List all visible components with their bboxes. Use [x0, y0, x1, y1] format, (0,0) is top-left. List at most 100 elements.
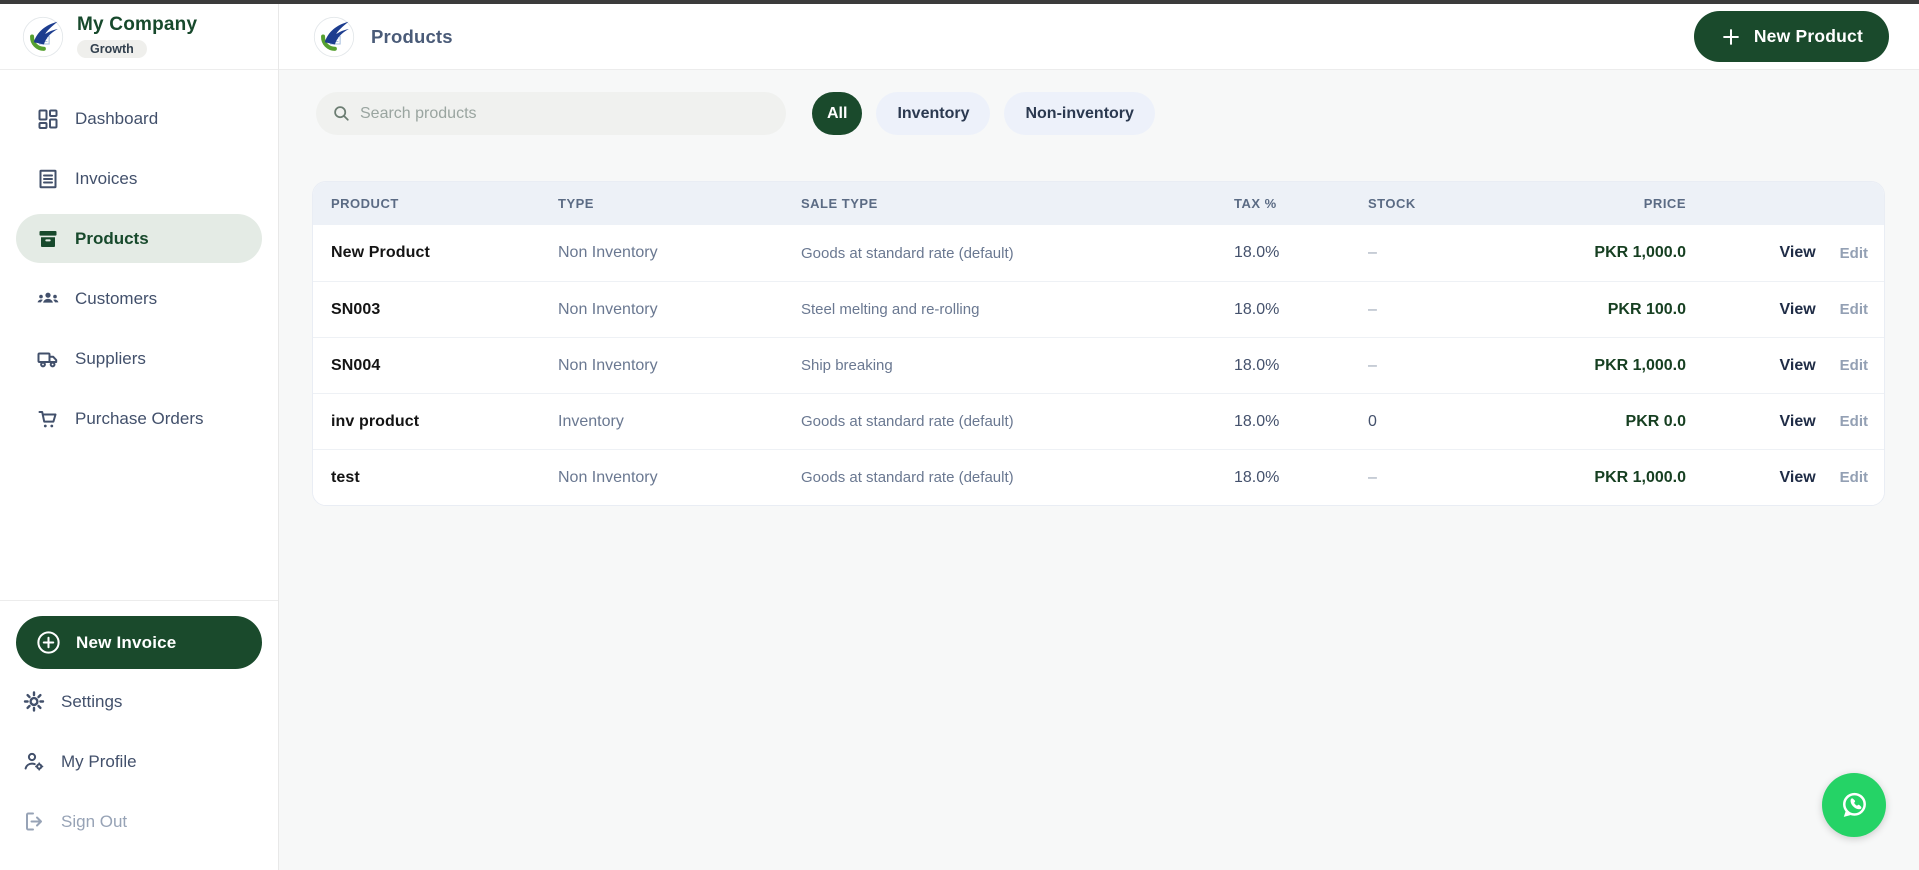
products-icon — [36, 227, 60, 251]
customers-icon — [36, 287, 60, 311]
cell-sale-type: Goods at standard rate (default) — [801, 244, 1014, 262]
whatsapp-button[interactable] — [1822, 773, 1886, 837]
new-product-button[interactable]: New Product — [1693, 11, 1889, 62]
products-table: PRODUCT TYPE SALE TYPE TAX % STOCK PRICE… — [312, 181, 1885, 506]
suppliers-icon — [36, 347, 60, 371]
cell-price: PKR 0.0 — [1625, 412, 1686, 430]
app-logo-icon — [313, 16, 355, 57]
cell-type: Inventory — [558, 412, 624, 430]
filter-all[interactable]: All — [812, 92, 863, 135]
view-link[interactable]: View — [1779, 468, 1816, 486]
cell-actions: View Edit — [1686, 469, 1868, 487]
invoices-icon — [36, 167, 60, 191]
sidebar-item-label: Customers — [75, 288, 158, 308]
cell-product: test — [331, 468, 360, 486]
new-product-label: New Product — [1753, 26, 1863, 46]
cell-price: PKR 1,000.0 — [1594, 468, 1686, 486]
plus-circle-icon — [37, 631, 60, 654]
view-link[interactable]: View — [1779, 244, 1816, 261]
column-header-tax: TAX % — [1234, 196, 1277, 211]
edit-link[interactable]: Edit — [1839, 357, 1868, 374]
sidebar-item-label: Dashboard — [75, 108, 159, 128]
cell-type: Non Inventory — [558, 244, 658, 261]
edit-link[interactable]: Edit — [1839, 413, 1868, 430]
page-title: Products — [371, 25, 453, 47]
cell-product: inv product — [331, 412, 420, 430]
cell-stock: – — [1368, 356, 1377, 374]
cell-sale-type: Steel melting and re-rolling — [801, 301, 980, 318]
table-row: SN004 Non Inventory Ship breaking 18.0% … — [313, 337, 1884, 393]
cell-type: Non Inventory — [558, 300, 658, 318]
cell-price: PKR 100.0 — [1607, 300, 1686, 318]
sidebar-item-products[interactable]: Products — [16, 214, 262, 263]
sidebar-item-dashboard[interactable]: Dashboard — [16, 94, 262, 143]
filter-pills: All Inventory Non-inventory — [812, 92, 1155, 135]
page-header: Products New Product — [279, 4, 1919, 70]
cell-price: PKR 1,000.0 — [1594, 356, 1686, 374]
cell-actions: View Edit — [1686, 413, 1868, 431]
sign-out-icon — [22, 810, 46, 834]
table-header-row: PRODUCT TYPE SALE TYPE TAX % STOCK PRICE — [313, 182, 1884, 225]
sidebar-item-label: My Profile — [61, 751, 137, 771]
new-invoice-button[interactable]: New Invoice — [16, 616, 262, 669]
company-header: My Company Growth — [0, 4, 278, 70]
edit-link[interactable]: Edit — [1839, 469, 1868, 486]
search-wrap — [316, 92, 786, 135]
cell-actions: View Edit — [1686, 301, 1868, 319]
cell-product: New Product — [331, 244, 430, 261]
cell-tax: 18.0% — [1234, 468, 1280, 486]
sidebar-item-purchase-orders[interactable]: Purchase Orders — [16, 394, 262, 443]
table-row: SN003 Non Inventory Steel melting and re… — [313, 281, 1884, 337]
edit-link[interactable]: Edit — [1839, 244, 1868, 262]
sidebar-nav: Dashboard Invoices Products Customers Su… — [0, 70, 278, 443]
toolbar: All Inventory Non-inventory — [316, 92, 1155, 135]
cell-sale-type: Goods at standard rate (default) — [801, 469, 1014, 486]
sidebar-item-my-profile[interactable]: My Profile — [16, 737, 262, 786]
edit-link[interactable]: Edit — [1839, 301, 1868, 318]
column-header-type: TYPE — [558, 196, 594, 211]
cell-stock: – — [1368, 468, 1377, 486]
company-name: My Company — [77, 14, 198, 36]
sidebar-item-label: Suppliers — [75, 348, 146, 368]
top-strip — [0, 0, 1919, 4]
search-input[interactable] — [316, 92, 786, 135]
sidebar-item-label: Sign Out — [61, 811, 128, 831]
profile-gear-icon — [22, 750, 46, 774]
cell-actions: View Edit — [1686, 357, 1868, 375]
cell-tax: 18.0% — [1234, 412, 1280, 430]
cell-stock: – — [1368, 300, 1377, 318]
cell-price: PKR 1,000.0 — [1594, 244, 1686, 261]
column-header-sale-type: SALE TYPE — [801, 196, 878, 211]
purchase-orders-icon — [36, 407, 60, 431]
filter-inventory[interactable]: Inventory — [876, 92, 991, 135]
cell-tax: 18.0% — [1234, 244, 1280, 261]
view-link[interactable]: View — [1779, 412, 1816, 430]
column-header-stock: STOCK — [1368, 196, 1416, 211]
sidebar-item-customers[interactable]: Customers — [16, 274, 262, 323]
view-link[interactable]: View — [1779, 300, 1816, 318]
cell-stock: 0 — [1368, 412, 1377, 430]
sidebar-item-label: Products — [75, 228, 149, 248]
column-header-price: PRICE — [1643, 196, 1686, 211]
view-link[interactable]: View — [1779, 356, 1816, 374]
sidebar-item-invoices[interactable]: Invoices — [16, 154, 262, 203]
sidebar-item-sign-out[interactable]: Sign Out — [16, 797, 262, 846]
cell-tax: 18.0% — [1234, 300, 1280, 318]
sidebar-item-label: Purchase Orders — [75, 408, 204, 428]
company-logo-icon — [22, 16, 64, 57]
cell-sale-type: Ship breaking — [801, 357, 893, 374]
sidebar-footer: New Invoice Settings My Profile Sign Out — [0, 600, 278, 857]
sidebar-item-settings[interactable]: Settings — [16, 677, 262, 726]
filter-non-inventory[interactable]: Non-inventory — [1004, 92, 1155, 135]
sidebar: My Company Growth Dashboard Invoices Pro… — [0, 4, 279, 870]
search-icon — [334, 106, 349, 121]
main-content: All Inventory Non-inventory PRODUCT TYPE… — [279, 70, 1919, 870]
whatsapp-icon — [1843, 792, 1866, 817]
table-row: New Product Non Inventory Goods at stand… — [313, 225, 1884, 281]
gear-icon — [22, 690, 46, 714]
sidebar-item-suppliers[interactable]: Suppliers — [16, 334, 262, 383]
cell-product: SN004 — [331, 356, 381, 374]
cell-actions: View Edit — [1686, 244, 1868, 262]
cell-type: Non Inventory — [558, 468, 658, 486]
table-row: inv product Inventory Goods at standard … — [313, 393, 1884, 449]
